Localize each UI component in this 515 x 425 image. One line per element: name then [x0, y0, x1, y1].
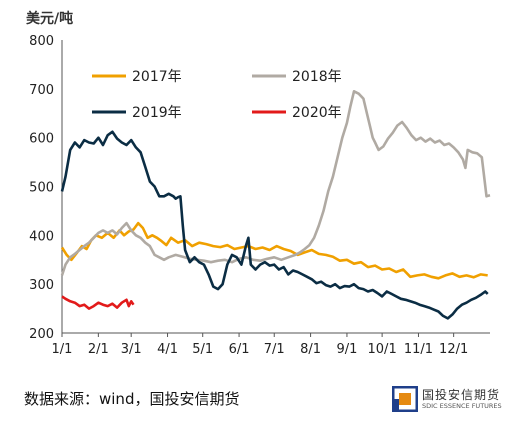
y-axis-unit: 美元/吨 — [26, 11, 74, 27]
series-line-4 — [61, 295, 135, 310]
chart-series — [60, 90, 491, 320]
company-logo: 国投安信期货 SDIC ESSENCE FUTURES — [392, 384, 504, 414]
x-tick-label: 9/1 — [336, 342, 357, 357]
x-tick-label: 4/1 — [157, 342, 178, 357]
legend-label: 2020年 — [292, 105, 342, 121]
logo-english-name: SDIC ESSENCE FUTURES — [422, 402, 502, 410]
x-tick-label: 7/1 — [264, 342, 285, 357]
x-tick-label: 3/1 — [121, 342, 142, 357]
legend-label: 2017年 — [132, 69, 182, 85]
series-line-1 — [60, 221, 488, 280]
y-tick-label: 300 — [29, 278, 54, 293]
y-tick-label: 700 — [29, 83, 54, 98]
series-line-2 — [60, 90, 491, 276]
series-line-3 — [60, 130, 489, 320]
x-tick-label: 6/1 — [229, 342, 250, 357]
chart-axes: 200 300 400 500 600 700 800 1/1 2/1 3/1 4/1 5/1 6/1 7… — [29, 34, 490, 357]
x-tick-label: 10/1 — [368, 342, 397, 357]
legend-label: 2019年 — [132, 105, 182, 121]
y-tick-label: 500 — [29, 181, 54, 196]
chart-legend: 2017年 2018年 2019年 2020年 — [92, 69, 342, 121]
logo-chinese-name: 国投安信期货 — [422, 388, 501, 402]
line-chart: 200 300 400 500 600 700 800 1/1 2/1 3/1 4/1 5/1 6/1 7… — [29, 34, 491, 357]
y-tick-label: 800 — [29, 34, 54, 49]
legend-label: 2018年 — [292, 69, 342, 85]
y-tick-label: 600 — [29, 132, 54, 147]
x-tick-label: 1/1 — [52, 342, 73, 357]
x-tick-label: 2/1 — [88, 342, 109, 357]
x-tick-label: 8/1 — [300, 342, 321, 357]
x-tick-label: 11/1 — [404, 342, 433, 357]
y-tick-label: 400 — [29, 229, 54, 244]
x-tick-label: 12/1 — [439, 342, 468, 357]
y-tick-label: 200 — [29, 327, 54, 342]
logo-mark-icon — [392, 386, 418, 412]
data-source-note: 数据来源：wind，国投安信期货 — [24, 390, 240, 408]
x-tick-label: 5/1 — [192, 342, 213, 357]
